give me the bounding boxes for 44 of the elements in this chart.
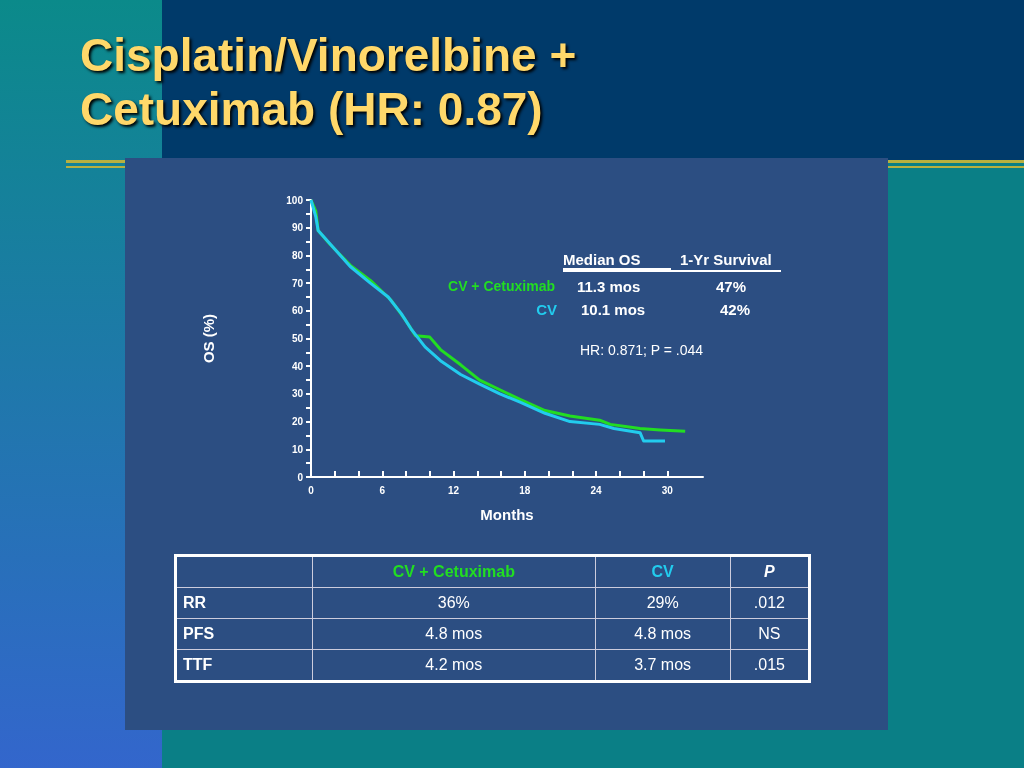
text: CV: [536, 301, 557, 318]
text: .012: [730, 587, 810, 619]
y-tick-label: 100: [286, 194, 304, 206]
text: 47%: [716, 278, 747, 295]
text: .015: [730, 649, 810, 682]
text: 36%: [312, 587, 596, 619]
annotation: Median OS: [563, 251, 671, 270]
text: 4.2 mos: [312, 649, 596, 682]
annotation: 10.1 mos: [581, 301, 646, 318]
text: NS: [730, 618, 810, 650]
y-tick-label: 80: [291, 249, 304, 261]
x-tick-label: 18: [519, 484, 531, 496]
annotation: 1-Yr Survival: [680, 251, 772, 268]
y-tick-label: 70: [291, 277, 304, 289]
x-tick-label: 24: [590, 484, 603, 496]
text: 4.8 mos: [312, 618, 596, 650]
chart-title: Cisplatin/Vinorelbine + Cetuximab (HR: 0.87): [80, 28, 578, 136]
x-tick-label: 30: [661, 484, 674, 496]
y-tick-label: 90: [291, 222, 304, 234]
x-tick-label: 6: [379, 484, 386, 496]
text: P: [730, 555, 810, 588]
text: TTF: [175, 649, 313, 682]
x-tick-label: 0: [308, 484, 315, 496]
y-tick-label: 40: [291, 360, 304, 372]
y-axis-title: OS (%): [200, 313, 217, 364]
x-tick-label: 12: [447, 484, 460, 496]
text: 29%: [595, 587, 731, 619]
text: RR: [175, 587, 313, 619]
y-tick-label: 30: [291, 388, 304, 400]
annotation: 11.3 mos: [577, 278, 641, 295]
text: 42%: [720, 301, 751, 318]
x-axis-title: Months: [480, 506, 534, 523]
y-tick-label: 20: [291, 416, 304, 428]
annotation: HR: 0.871; P = .044: [580, 342, 704, 358]
y-tick-label: 10: [291, 443, 304, 455]
text: 3.7 mos: [595, 649, 731, 682]
text: CV + Cetuximab: [312, 555, 596, 588]
text: 4.8 mos: [595, 618, 731, 650]
text: PFS: [175, 618, 313, 650]
y-tick-label: 0: [297, 471, 304, 483]
text: CV: [595, 555, 731, 588]
y-tick-label: 60: [291, 305, 304, 317]
y-tick-label: 50: [291, 333, 304, 344]
text: CV + Cetuximab: [448, 278, 555, 294]
